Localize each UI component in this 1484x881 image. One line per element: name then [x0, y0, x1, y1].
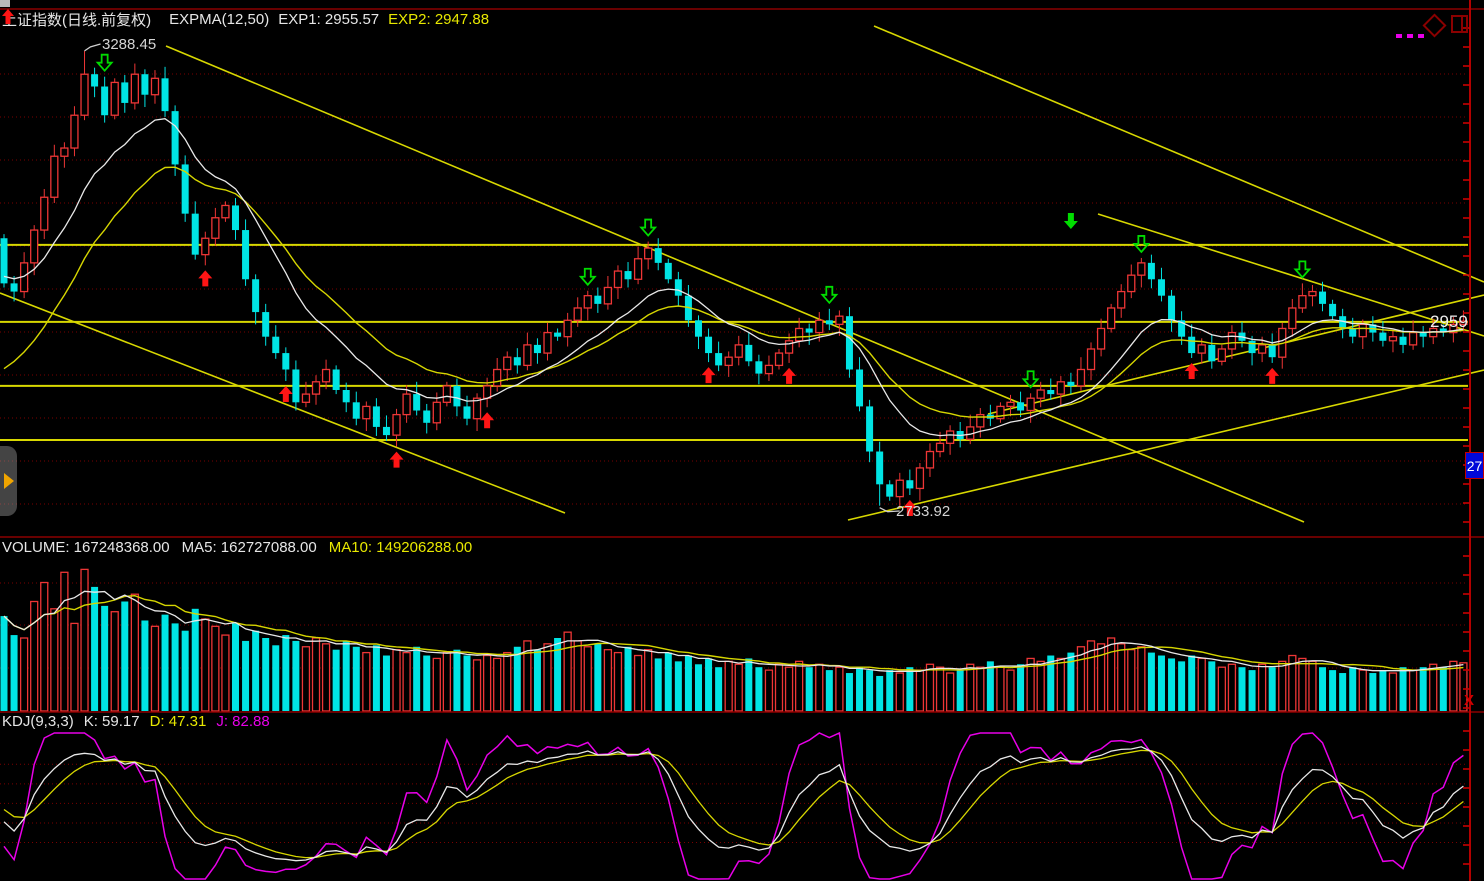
exp1-value: EXP1: 2955.57 — [278, 11, 380, 28]
kdj-lines — [3, 731, 1464, 880]
diamond-icon[interactable] — [1422, 13, 1447, 38]
expma-lines — [3, 118, 1464, 437]
kdj-pane-header: KDJ(9,3,3) K: 59.17 D: 47.31 J: 82.88 — [2, 713, 270, 730]
axis-x-mark: X — [1464, 692, 1475, 709]
kdj-d-value: D: 47.31 — [149, 713, 207, 730]
trough-price-label: 2733.92 — [896, 503, 951, 520]
extreme-pointers — [84, 43, 900, 513]
indicator-label: EXPMA(12,50) — [169, 11, 270, 28]
expand-arrow-icon — [4, 473, 14, 489]
volume-ma10-value: MA10: 149206288.00 — [328, 539, 473, 556]
kdj-label: KDJ(9,3,3) — [2, 713, 74, 730]
price-axis-badge: 27 — [1465, 452, 1484, 479]
last-price-label: 2959 — [1430, 312, 1468, 331]
volume-value: VOLUME: 167248368.00 — [2, 539, 170, 556]
price-pane-header: 上证指数(日线.前复权) EXPMA(12,50) EXP1: 2955.57 … — [2, 9, 489, 30]
volume-ma-lines — [3, 590, 1464, 672]
volume-bars — [0, 568, 1468, 712]
window-layout-icon[interactable] — [1451, 15, 1468, 33]
window-controls — [1390, 12, 1468, 44]
panel-expand-handle[interactable] — [0, 446, 17, 516]
window-corner-fragment — [0, 0, 10, 7]
exp2-value: EXP2: 2947.88 — [388, 11, 490, 28]
candlesticks — [0, 50, 1468, 507]
volume-ma5-value: MA5: 162727088.00 — [181, 539, 317, 556]
trend-lines — [0, 25, 1484, 523]
signal-arrows — [95, 53, 1312, 516]
symbol-label: 上证指数(日线.前复权) — [2, 12, 152, 29]
more-dots-icon[interactable] — [1396, 34, 1424, 38]
kdj-j-value: J: 82.88 — [216, 713, 270, 730]
volume-pane-header: VOLUME: 167248368.00 MA5: 162727088.00 M… — [2, 539, 472, 556]
peak-price-label: 3288.45 — [102, 36, 157, 53]
kdj-k-value: K: 59.17 — [83, 713, 140, 730]
support-resistance-lines — [0, 243, 1468, 442]
